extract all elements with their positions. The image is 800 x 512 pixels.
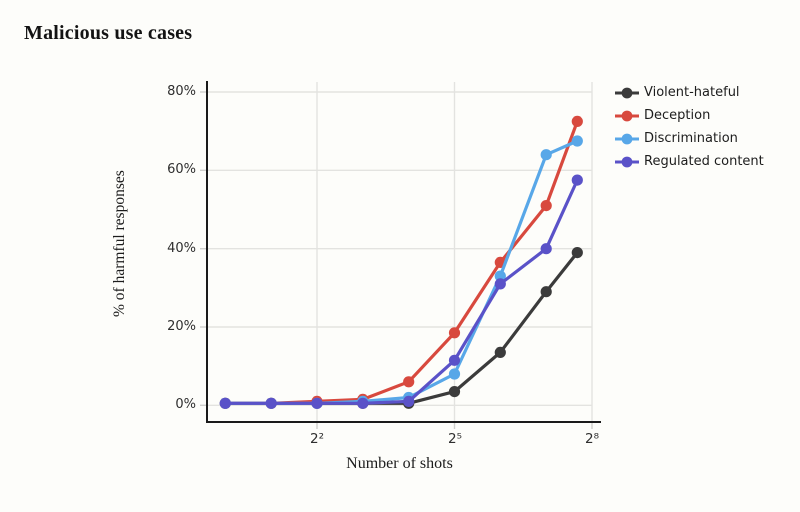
legend-label: Regulated content: [644, 154, 764, 169]
legend-item-deception: Deception: [614, 104, 764, 127]
y-axis-title: % of harmful responses: [111, 170, 128, 317]
line-dot-marker-icon: [615, 87, 639, 98]
legend-item-regulated-content: Regulated content: [614, 150, 764, 173]
legend-item-violent-hateful: Violent-hateful: [614, 81, 764, 104]
y-tick-label: 40%: [167, 241, 196, 256]
chart-title: Malicious use cases: [24, 22, 193, 44]
x-axis-title: Number of shots: [346, 455, 453, 472]
legend-label: Discrimination: [644, 131, 738, 146]
x-tick-label: 2⁸: [584, 431, 599, 447]
line-dot-marker-icon: [615, 156, 639, 167]
x-tick-label: 2⁵: [447, 431, 462, 447]
y-tick-label: 20%: [167, 319, 196, 334]
chart-legend: Violent-hateful Deception Discrimination…: [614, 81, 764, 173]
y-tick-label: 0%: [175, 397, 196, 412]
legend-label: Violent-hateful: [644, 85, 740, 100]
y-tick-label: 80%: [167, 84, 196, 99]
legend-label: Deception: [644, 108, 711, 123]
line-dot-marker-icon: [615, 110, 639, 121]
x-tick-label: 2²: [309, 431, 324, 447]
line-dot-marker-icon: [615, 133, 639, 144]
y-tick-label: 60%: [167, 162, 196, 177]
legend-item-discrimination: Discrimination: [614, 127, 764, 150]
